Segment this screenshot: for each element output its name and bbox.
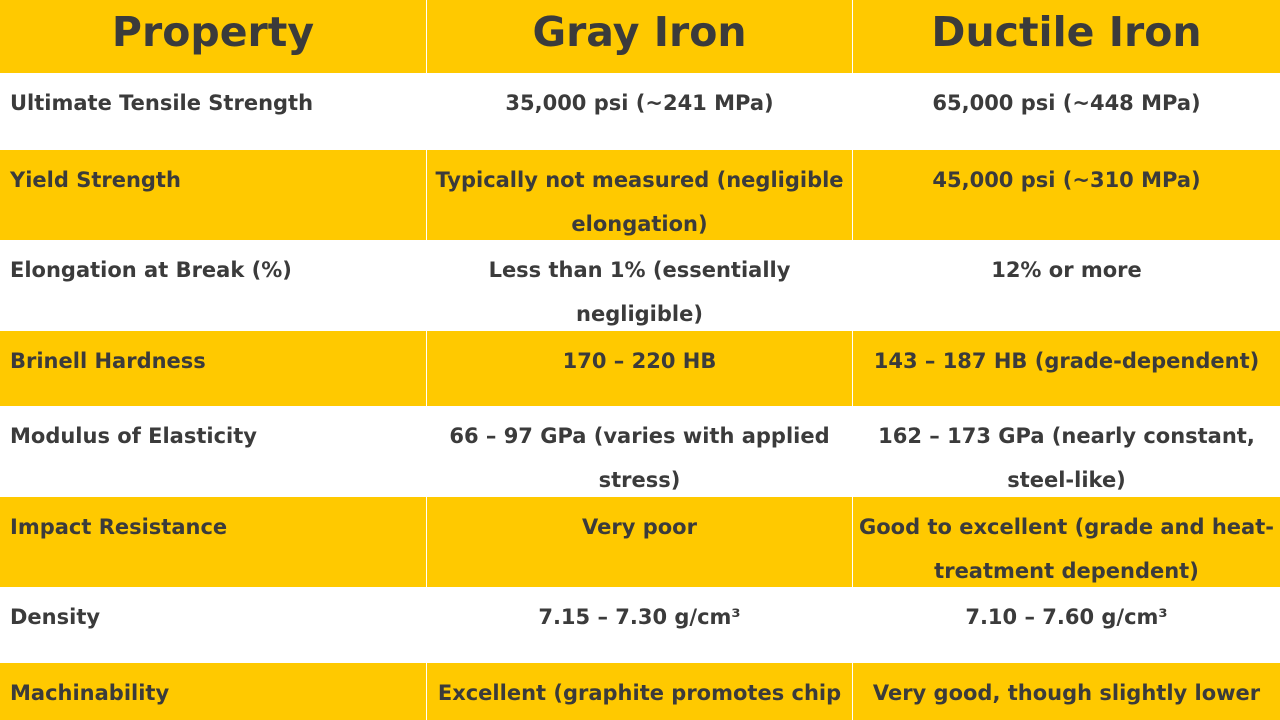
table-row: Machinability Excellent (graphite promot… xyxy=(0,663,1280,720)
property-cell: Yield Strength xyxy=(0,150,427,240)
gray-iron-cell: Excellent (graphite promotes chip xyxy=(427,663,853,720)
gray-iron-cell: Very poor xyxy=(427,497,853,587)
header-property: Property xyxy=(0,0,427,73)
table-row: Density 7.15 – 7.30 g/cm³ 7.10 – 7.60 g/… xyxy=(0,587,1280,663)
ductile-iron-cell: 7.10 – 7.60 g/cm³ xyxy=(965,605,1168,629)
ductile-iron-cell: Very good, though slightly lower xyxy=(872,681,1261,705)
table-row: Impact Resistance Very poor Good to exce… xyxy=(0,497,1280,587)
property-cell: Density xyxy=(0,587,427,663)
property-cell: Impact Resistance xyxy=(0,497,427,587)
table-row: Ultimate Tensile Strength 35,000 psi (~2… xyxy=(0,73,1280,150)
header-gray-iron: Gray Iron xyxy=(427,0,853,73)
ductile-iron-cell: 162 – 173 GPa (nearly constant, steel-li… xyxy=(878,424,1255,492)
property-cell: Elongation at Break (%) xyxy=(0,240,427,331)
gray-iron-cell: 35,000 psi (~241 MPa) xyxy=(427,73,853,150)
property-cell: Modulus of Elasticity xyxy=(0,406,427,497)
gray-iron-cell: Less than 1% (essentially negligible) xyxy=(427,240,853,331)
ductile-iron-cell: 143 – 187 HB (grade-dependent) xyxy=(873,349,1260,373)
table-header-row: Property Gray Iron Ductile Iron xyxy=(0,0,1280,73)
table-row: Brinell Hardness 170 – 220 HB 143 – 187 … xyxy=(0,331,1280,406)
gray-iron-cell: 66 – 97 GPa (varies with applied stress) xyxy=(427,406,853,497)
table-row: Modulus of Elasticity 66 – 97 GPa (varie… xyxy=(0,406,1280,497)
table-row: Elongation at Break (%) Less than 1% (es… xyxy=(0,240,1280,331)
gray-iron-cell: Typically not measured (negligible elong… xyxy=(427,150,853,240)
ductile-iron-cell: 65,000 psi (~448 MPa) xyxy=(932,91,1201,115)
ductile-iron-cell: 45,000 psi (~310 MPa) xyxy=(932,168,1201,192)
table-row: Yield Strength Typically not measured (n… xyxy=(0,150,1280,240)
property-cell: Brinell Hardness xyxy=(0,331,427,406)
gray-iron-cell: 170 – 220 HB xyxy=(427,331,853,406)
ductile-iron-cell: Good to excellent (grade and heat-treatm… xyxy=(859,515,1274,583)
gray-iron-cell: 7.15 – 7.30 g/cm³ xyxy=(427,587,853,663)
header-ductile-iron: Ductile Iron xyxy=(931,8,1202,56)
property-cell: Ultimate Tensile Strength xyxy=(0,73,427,150)
property-cell: Machinability xyxy=(0,663,427,720)
ductile-iron-cell: 12% or more xyxy=(991,258,1142,282)
